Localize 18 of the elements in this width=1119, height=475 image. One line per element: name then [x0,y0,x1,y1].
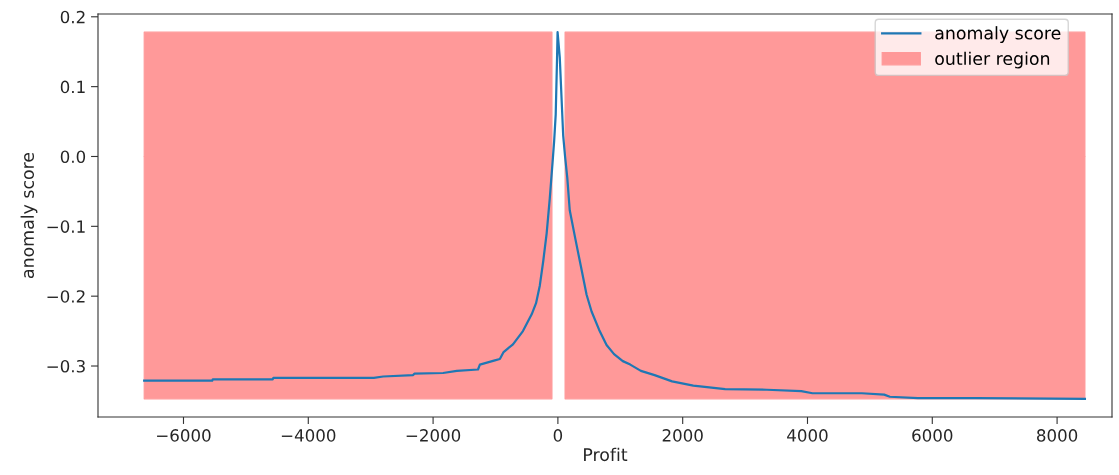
x-tick-label: −2000 [406,429,461,442]
y-tick-label: −0.2 [47,290,85,303]
x-tick-label: −4000 [281,429,336,442]
y-tick-label: −0.3 [47,359,85,373]
y-axis-title: anomaly score [20,152,38,278]
x-tick-label: 4000 [787,429,828,442]
x-axis-title: Profit [584,447,628,462]
legend-label: anomaly score [935,26,1061,43]
y-tick-label: 0.1 [60,80,85,94]
y-tick-label: −0.1 [47,220,85,233]
legend-label: outlier region [935,51,1050,69]
y-tick-label: 0.2 [60,10,85,24]
y-tick-label: 0.0 [60,150,86,164]
x-tick-label: 0 [553,429,563,442]
x-tick-label: 6000 [912,429,953,442]
x-tick-label: 8000 [1037,429,1078,442]
x-tick-label: 2000 [662,429,703,442]
x-tick-label: −6000 [157,429,211,442]
